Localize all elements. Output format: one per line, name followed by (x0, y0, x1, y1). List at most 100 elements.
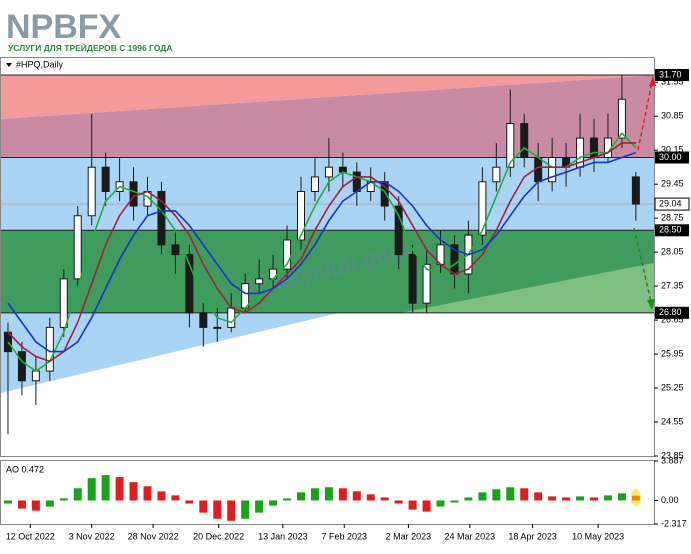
moving-average (7, 151, 637, 353)
ao-bar (59, 498, 68, 501)
level-label-box (655, 151, 689, 164)
ao-bar (380, 497, 389, 501)
menu-arrow (6, 63, 12, 67)
y-tick-label: 25.95 (661, 348, 684, 358)
candle-body (17, 351, 26, 382)
ao-bar (590, 497, 599, 501)
candle-body (157, 190, 166, 246)
x-tick-label: 18 Apr 2023 (508, 531, 557, 541)
resistance-zone-top (1, 74, 654, 119)
ao-bar (422, 500, 431, 512)
ao-title: AO 0.472 (6, 464, 44, 474)
candle-body (408, 254, 417, 304)
ao-bar (478, 492, 487, 501)
ao-bar (534, 492, 543, 501)
candle-body (227, 307, 236, 328)
candle-body (101, 166, 110, 192)
candle-body (324, 166, 333, 178)
ao-bar (464, 497, 473, 501)
y-tick-label: 31.55 (661, 77, 684, 87)
ao-bar (45, 500, 54, 507)
ao-bar (101, 475, 110, 501)
candle-body (185, 254, 194, 314)
ao-bar (255, 500, 264, 513)
x-tick-label: 3 Nov 2022 (69, 531, 115, 541)
candle-body (296, 190, 305, 241)
candle-body (548, 157, 557, 183)
y-tick-label: 26.65 (661, 314, 684, 324)
candle-body (492, 166, 501, 183)
ao-bar (115, 477, 124, 501)
down-arrow-head (647, 299, 655, 310)
ao-bar (492, 489, 501, 501)
x-tick-label: 2 Mar 2023 (386, 531, 432, 541)
ao-highlight (630, 488, 641, 507)
level-label: 26.80 (659, 307, 682, 317)
y-tick-label: 30.85 (661, 111, 684, 121)
y-tick-label: 30.15 (661, 145, 684, 155)
ao-bar (617, 493, 626, 501)
ao-bar (562, 497, 571, 501)
ao-bar (199, 500, 208, 513)
ao-bar (352, 491, 361, 501)
candle-body (394, 205, 403, 256)
candle-body (129, 181, 138, 207)
ao-bar (143, 486, 152, 501)
logo: NPBFX (6, 8, 122, 46)
candle-body (59, 278, 68, 328)
ao-y-tick-label: 0.00 (661, 495, 679, 505)
y-tick-label: 28.75 (661, 213, 684, 223)
x-tick-label: 20 Dec 2022 (193, 531, 244, 541)
x-tick-label: 7 Feb 2023 (321, 531, 367, 541)
x-tick-label: 24 Mar 2023 (445, 531, 496, 541)
ao-bar (157, 491, 166, 501)
ao-bar (87, 478, 96, 501)
ao-bar (338, 488, 347, 501)
ao-bar (227, 500, 236, 521)
ao-bar (576, 496, 585, 501)
candle-body (506, 123, 515, 168)
candle-body (603, 137, 612, 159)
level-label: 30.00 (659, 152, 682, 162)
candle-body (171, 244, 180, 256)
ao-bar (3, 500, 12, 504)
candle-body (631, 176, 640, 205)
price-label-box (654, 197, 690, 211)
y-tick-label: 27.35 (661, 280, 684, 290)
up-arrow (637, 81, 653, 151)
ao-bar (394, 500, 403, 504)
level-label-box (655, 306, 689, 319)
ao-bar (269, 500, 278, 506)
level-label: 28.50 (659, 225, 682, 235)
candle-body (283, 239, 292, 270)
ao-bar (324, 487, 333, 501)
candle-body (199, 312, 208, 328)
ao-bar (31, 500, 40, 511)
ao-bar (171, 495, 180, 501)
x-tick-label: 13 Jan 2023 (258, 531, 308, 541)
ao-bar (296, 492, 305, 501)
candle-body (31, 370, 40, 382)
candle-body (213, 326, 222, 329)
y-tick-label: 23.85 (661, 450, 684, 460)
slogan: УСЛУГИ ДЛЯ ТРЕЙДЕРОВ С 1996 ГОДА (8, 42, 172, 53)
ao-bar (129, 482, 138, 501)
ao-bar (283, 498, 292, 501)
ao-bar (506, 487, 515, 501)
candle-body (520, 123, 529, 158)
chart-title: #HPQ,Daily (16, 59, 64, 69)
ao-bar (17, 500, 26, 509)
resistance-zone-extension (1, 74, 654, 158)
candle-body (73, 215, 82, 280)
ao-bar (548, 496, 557, 501)
level-label: 31.70 (659, 69, 682, 79)
candle-body (352, 171, 361, 192)
ao-bar (603, 495, 612, 501)
moving-average (7, 131, 637, 373)
level-label-box (655, 224, 689, 237)
x-tick-label: 10 May 2023 (572, 531, 624, 541)
y-tick-label: 25.25 (661, 382, 684, 392)
candle-body (310, 176, 319, 192)
down-arrow (633, 227, 652, 303)
ao-bar (450, 500, 459, 503)
